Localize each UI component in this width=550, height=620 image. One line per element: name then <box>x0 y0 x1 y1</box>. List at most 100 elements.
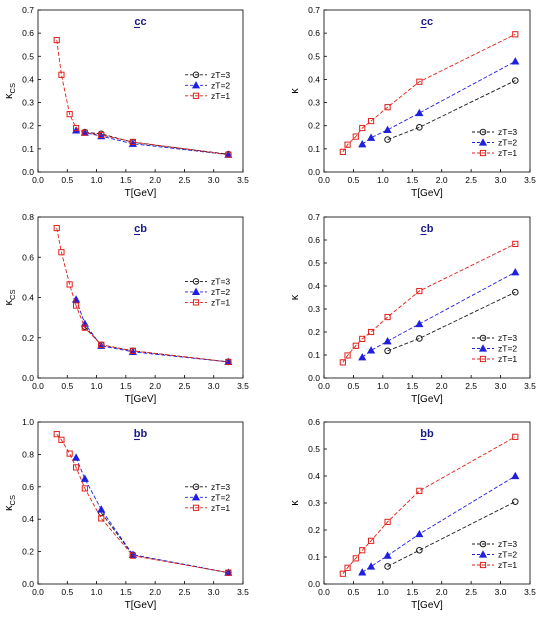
legend-marker <box>191 287 201 296</box>
x-tick-label: 2.5 <box>179 175 191 185</box>
y-axis-label: κCS <box>3 290 17 306</box>
data-point <box>81 485 88 492</box>
legend-marker <box>192 71 200 79</box>
x-tick-label: 0.0 <box>32 587 44 597</box>
series-line <box>342 243 516 363</box>
x-tick-label: 0.5 <box>348 175 360 185</box>
data-point <box>352 342 359 349</box>
y-tick-label: 0.6 <box>22 482 34 492</box>
legend-label: zT=1 <box>498 148 517 158</box>
y-tick-label: 0.2 <box>308 327 320 337</box>
y-tick-label: 0.1 <box>22 144 34 154</box>
x-tick-label: 1.0 <box>377 587 389 597</box>
legend-label: zT=3 <box>211 482 230 492</box>
x-tick-label: 1.5 <box>406 175 418 185</box>
data-point <box>72 464 80 471</box>
x-axis-label: T[GeV] <box>411 600 443 611</box>
y-tick-label: 0.3 <box>308 304 320 314</box>
data-point <box>359 124 366 132</box>
y-tick-label: 0.3 <box>308 498 320 508</box>
y-tick-label: 0.0 <box>22 373 34 383</box>
y-tick-label: 0.5 <box>308 51 320 61</box>
chart-panel-1: 0.0 0.5 1.0 1.5 2.0 2.5 3.0 3.5 0.0 0.1 0.2 0.3 0.4 0… <box>3 5 249 199</box>
legend-label: zT=3 <box>211 70 230 80</box>
data-point <box>384 104 391 111</box>
series-line <box>342 436 516 575</box>
series-line <box>75 299 229 363</box>
data-point <box>225 151 232 158</box>
data-point <box>511 498 519 505</box>
data-point <box>339 359 346 366</box>
data-point <box>384 313 391 321</box>
legend-label: zT=2 <box>498 550 517 560</box>
y-tick-label: 0.2 <box>308 121 320 131</box>
x-tick-label: 3.5 <box>237 587 249 597</box>
legend-marker <box>479 540 487 548</box>
data-point <box>511 77 519 84</box>
x-tick-label: 2.5 <box>465 175 477 185</box>
series-line <box>56 433 229 574</box>
y-tick-label: 0.2 <box>22 333 34 343</box>
data-point <box>71 126 81 134</box>
x-axis-label: T[GeV] <box>125 394 157 405</box>
series-line <box>56 40 229 156</box>
legend-label: zT=1 <box>498 560 517 570</box>
plot-frame <box>323 9 531 173</box>
legend-label: zT=1 <box>498 354 517 364</box>
data-point <box>344 141 351 148</box>
x-tick-label: 0.0 <box>318 175 330 185</box>
legend-label: zT=3 <box>498 333 517 343</box>
x-tick-label: 3.0 <box>495 175 507 185</box>
data-point <box>53 224 60 232</box>
x-tick-label: 3.0 <box>495 381 507 391</box>
y-tick-label: 0.1 <box>308 552 320 562</box>
data-point <box>71 453 81 461</box>
y-tick-label: 0.0 <box>308 167 320 177</box>
data-point <box>339 570 346 577</box>
y-tick-label: 0.8 <box>22 212 34 222</box>
y-tick-label: 0.0 <box>308 579 320 589</box>
data-point <box>344 564 351 571</box>
data-point <box>367 562 376 570</box>
x-tick-label: 0.0 <box>318 381 330 391</box>
data-point <box>511 471 520 480</box>
y-axis-label: κCS <box>3 83 17 99</box>
x-tick-label: 2.0 <box>436 175 448 185</box>
data-point <box>58 71 65 78</box>
y-tick-label: 0.6 <box>308 417 320 427</box>
data-point <box>98 131 105 139</box>
series-line <box>387 291 516 352</box>
legend-label: zT=1 <box>211 297 230 307</box>
data-point <box>384 136 391 143</box>
y-tick-label: 0.2 <box>308 525 320 535</box>
x-tick-label: 1.0 <box>91 381 103 391</box>
data-point <box>367 537 375 544</box>
legend-label: zT=2 <box>498 138 517 148</box>
x-tick-label: 3.5 <box>237 381 249 391</box>
legend-label: zT=3 <box>498 539 517 549</box>
data-point <box>511 288 519 296</box>
y-tick-label: 0.7 <box>308 212 320 222</box>
x-tick-label: 1.5 <box>406 587 418 597</box>
legend-marker <box>192 278 200 285</box>
series-line <box>75 457 229 574</box>
y-tick-label: 0.2 <box>22 121 34 131</box>
x-tick-label: 2.0 <box>149 175 161 185</box>
data-point <box>367 133 376 141</box>
panel-title: cc <box>421 16 433 28</box>
data-point <box>81 129 88 136</box>
x-tick-label: 2.0 <box>149 381 161 391</box>
x-tick-label: 2.0 <box>149 587 161 597</box>
x-tick-label: 1.0 <box>91 175 103 185</box>
legend-label: zT=2 <box>211 492 230 502</box>
y-tick-label: 0.6 <box>22 28 34 38</box>
y-tick-label: 0.0 <box>22 167 34 177</box>
series-line <box>84 326 229 363</box>
series-line <box>342 33 516 153</box>
y-tick-label: 0.6 <box>308 28 320 38</box>
panel-title: cb <box>134 223 147 235</box>
data-point <box>129 347 136 354</box>
data-point <box>352 133 359 140</box>
panel-title: bb <box>134 428 148 440</box>
